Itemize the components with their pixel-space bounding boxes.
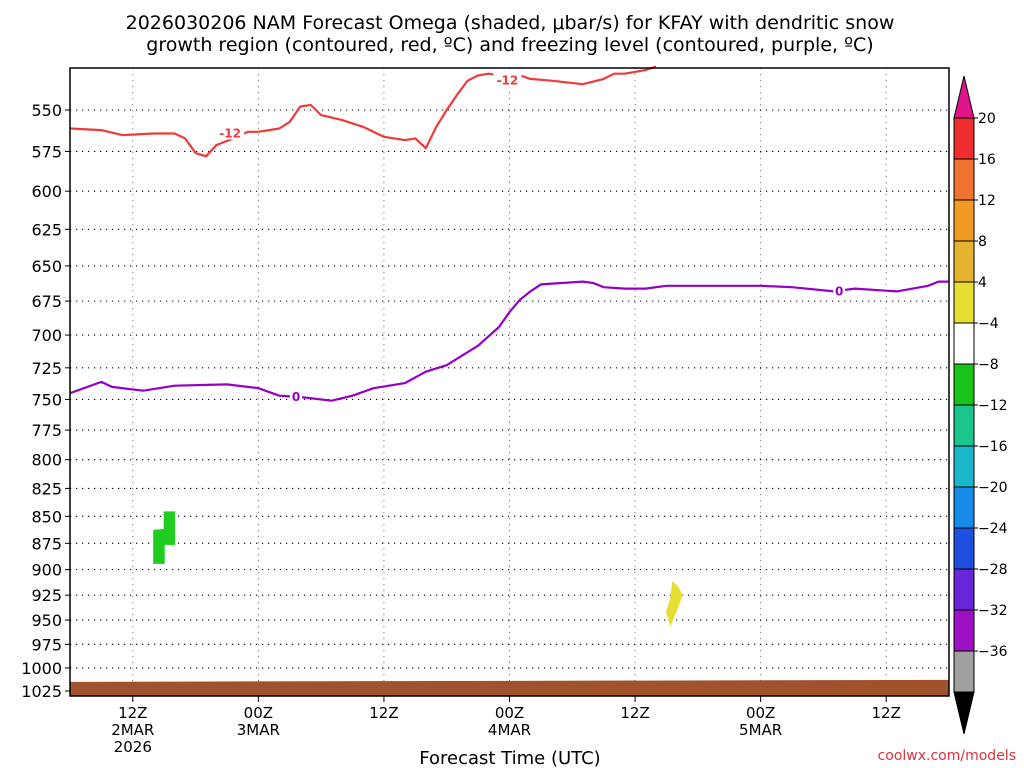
colorbar-swatch-1 <box>953 158 975 201</box>
colorbar-label-4: 4 <box>978 275 987 291</box>
xtick-label-24: 00Z 3MAR <box>237 704 280 739</box>
x-axis-label: Forecast Time (UTC) <box>419 748 600 768</box>
grid <box>70 68 949 696</box>
ytick-label-550: 550 <box>31 101 62 120</box>
ytick-label-800: 800 <box>31 451 62 470</box>
colorbar: 20 16 12 8 4 −4 −8 −12 −16 −20 −24 −28 −32 −36 <box>953 75 1008 735</box>
ytick-label-575: 575 <box>31 142 62 161</box>
contour-label-1-0: -12 <box>219 126 241 140</box>
colorbar-swatch-0 <box>953 117 975 160</box>
ytick-label-1025: 1025 <box>21 682 62 701</box>
colorbar-swatch-8 <box>953 445 975 488</box>
chart-title: 2026030206 NAM Forecast Omega (shaded, μ… <box>126 12 895 56</box>
colorbar-swatch-12 <box>953 609 975 652</box>
colorbar-label-9: −20 <box>978 480 1008 496</box>
ytick-label-700: 700 <box>31 326 62 345</box>
contour-label-0-0: 0 <box>292 390 300 404</box>
terrain-band <box>70 679 949 696</box>
contour-labels: 0 0 -12 -12 <box>216 72 846 404</box>
ytick-label-650: 650 <box>31 257 62 276</box>
omega-area-1-0 <box>665 580 683 627</box>
contour-label-bg-0-0 <box>290 388 303 403</box>
ytick-label-750: 750 <box>31 390 62 409</box>
colorbar-label-7: −12 <box>978 398 1008 414</box>
ytick-label-950: 950 <box>31 611 62 630</box>
contour-label-0-1: 0 <box>835 284 843 298</box>
ytick-label-975: 975 <box>31 635 62 654</box>
xtick-label-36: 12Z <box>369 704 398 722</box>
colorbar-label-2: 12 <box>978 193 996 209</box>
contour-line-0 <box>69 280 949 402</box>
title-line-1: 2026030206 NAM Forecast Omega (shaded, μ… <box>126 12 895 34</box>
ytick-label-900: 900 <box>31 561 62 580</box>
watermark: coolwx.com/models <box>878 748 1016 764</box>
colorbar-swatch-3 <box>953 240 975 283</box>
xtick-label-60: 12Z <box>620 704 649 722</box>
colorbar-label-5: −4 <box>978 316 999 332</box>
xtick-label-48: 00Z 4MAR <box>488 704 531 739</box>
colorbar-label-13: −36 <box>978 644 1008 660</box>
colorbar-swatch-9 <box>953 486 975 529</box>
ytick-label-675: 675 <box>31 292 62 311</box>
colorbar-swatch-6 <box>953 363 975 406</box>
colorbar-label-0: 20 <box>978 111 996 127</box>
ytick-label-825: 825 <box>31 479 62 498</box>
xtick-label-12: 12Z 2MAR 2026 <box>111 704 154 756</box>
contour-label-1-1: -12 <box>497 74 519 88</box>
colorbar-label-11: −28 <box>978 562 1008 578</box>
ytick-label-625: 625 <box>31 220 62 239</box>
colorbar-swatch-7 <box>953 404 975 447</box>
colorbar-arrow-bottom <box>953 691 975 735</box>
ytick-label-875: 875 <box>31 534 62 553</box>
omega-area-0-0 <box>153 511 176 564</box>
colorbar-label-3: 8 <box>978 234 987 250</box>
plot-frame <box>69 67 950 697</box>
colorbar-arrow-top <box>953 75 975 119</box>
colorbar-swatch-4 <box>953 281 975 324</box>
colorbar-swatch-13 <box>953 650 975 693</box>
colorbar-swatch-10 <box>953 527 975 570</box>
colorbar-swatch-11 <box>953 568 975 611</box>
colorbar-label-1: 16 <box>978 152 996 168</box>
colorbar-label-6: −8 <box>978 357 999 373</box>
contour-label-bg-1-0 <box>216 125 245 140</box>
ytick-label-600: 600 <box>31 182 62 201</box>
ytick-label-850: 850 <box>31 507 62 526</box>
contour-label-bg-0-1 <box>833 283 846 298</box>
title-line-2: growth region (contoured, red, ºC) and f… <box>146 34 873 56</box>
xtick-label-72: 00Z 5MAR <box>739 704 782 739</box>
colorbar-swatch-5 <box>953 322 975 365</box>
xtick-label-84: 12Z <box>872 704 901 722</box>
terrain <box>70 679 949 696</box>
omega-shading <box>153 511 683 627</box>
ytick-label-775: 775 <box>31 421 62 440</box>
colorbar-label-10: −24 <box>978 521 1008 537</box>
contour-lines <box>69 65 949 402</box>
contour-line-1 <box>69 65 657 158</box>
colorbar-swatch-2 <box>953 199 975 242</box>
ytick-label-725: 725 <box>31 359 62 378</box>
ytick-label-925: 925 <box>31 586 62 605</box>
ytick-label-1000: 1000 <box>21 659 62 678</box>
colorbar-label-8: −16 <box>978 439 1008 455</box>
y-axis-ticks: 550 575 600 625 650 675 700 725 750 775 800 825 850 8… <box>21 101 70 701</box>
x-axis-ticks: 12Z 2MAR 2026 00Z 3MAR 12Z 00Z 4MAR 12Z 00Z 5MAR 12… <box>111 696 901 756</box>
colorbar-label-12: −32 <box>978 603 1008 619</box>
contour-label-bg-1-1 <box>493 72 522 87</box>
